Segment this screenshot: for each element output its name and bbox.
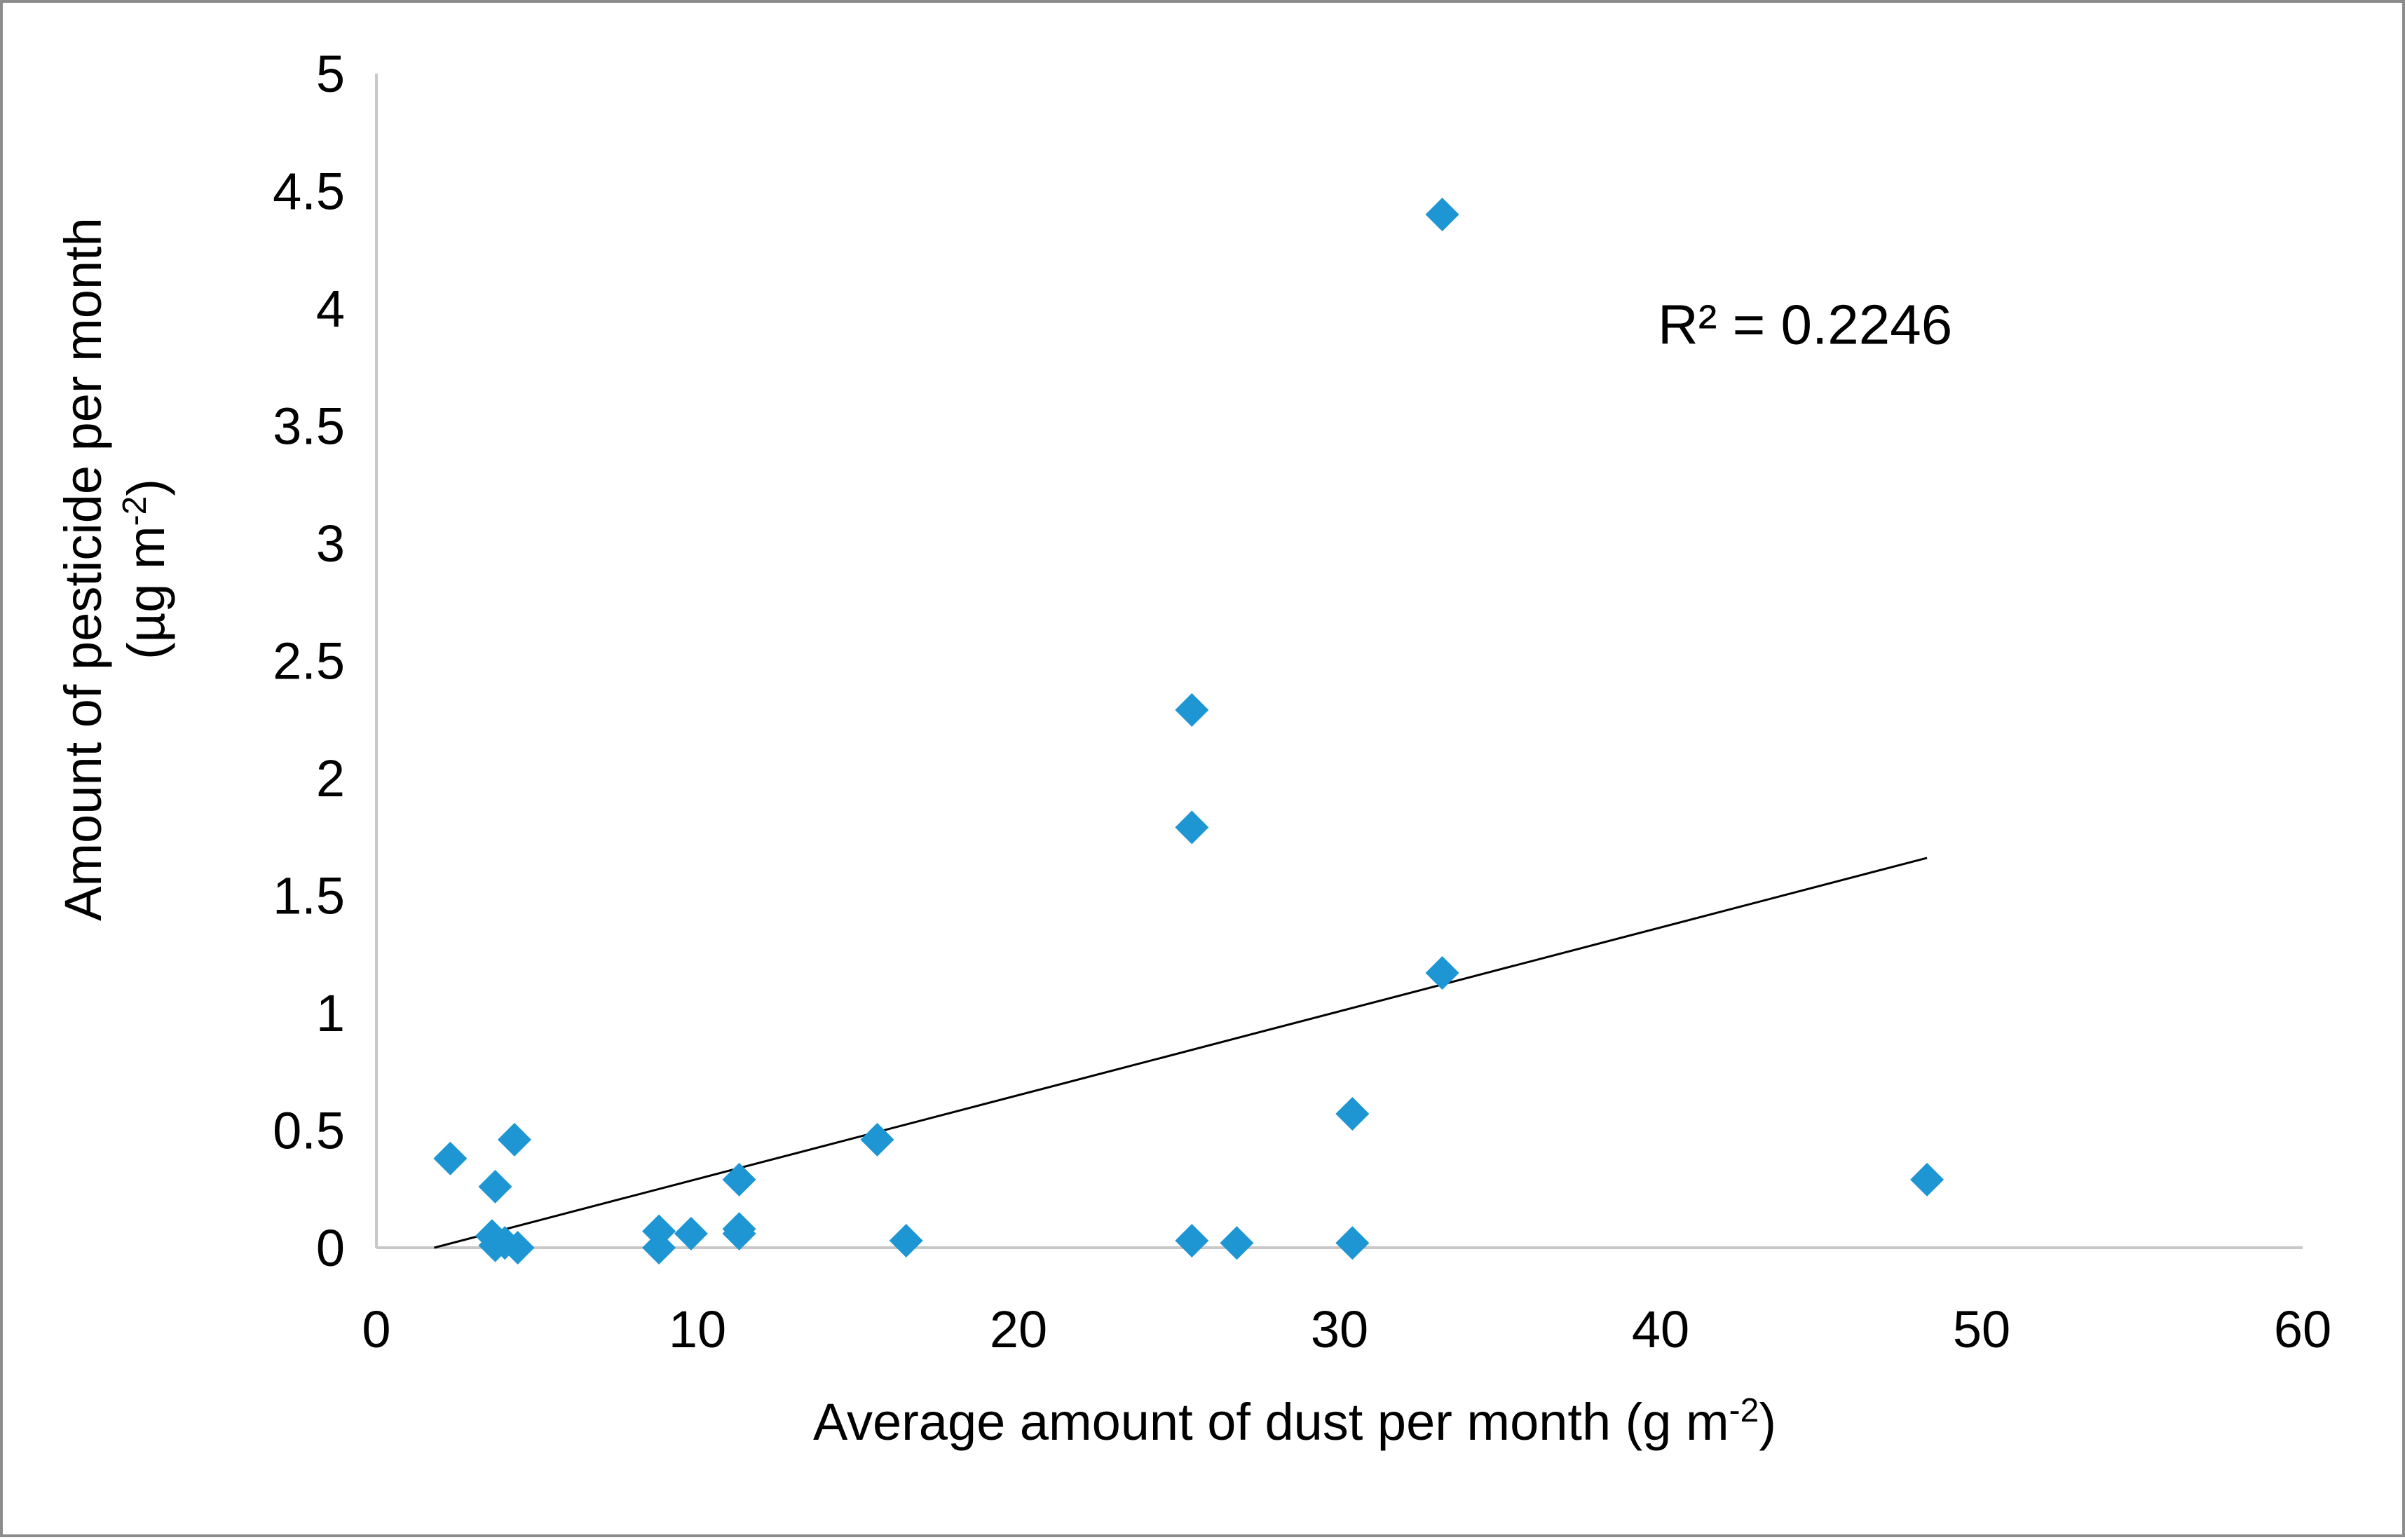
data-point-marker: [860, 1122, 894, 1157]
data-point-marker: [1175, 693, 1209, 727]
data-point-marker: [722, 1216, 756, 1251]
trendline-layer: [434, 857, 1928, 1249]
data-point-marker: [1335, 1097, 1370, 1131]
y-axis-title-group: Amount of pesticide per month (µg m-2): [54, 217, 175, 921]
x-axis-title: Average amount of dust per month (g m-2): [813, 1392, 1776, 1452]
data-point-marker: [1425, 198, 1459, 231]
x-tick-label: 50: [1953, 1300, 2010, 1358]
scatter-chart: 0 0.5 1 1.5 2 2.5 3 3.5 4 4.5 5 0 10 20 30 40 50 60 R² =…: [54, 45, 2331, 1452]
data-point-marker: [1175, 1223, 1209, 1258]
x-tick-label: 30: [1311, 1300, 1368, 1358]
y-tick-label: 0.5: [273, 1102, 345, 1160]
y-tick-label: 5: [316, 45, 345, 103]
x-tick-label: 0: [362, 1300, 390, 1358]
y-tick-label: 1.5: [273, 867, 345, 925]
data-point-marker: [1175, 810, 1209, 845]
x-tick-labels: 0 10 20 30 40 50 60: [362, 1300, 2331, 1358]
y-tick-label: 3: [316, 515, 345, 573]
data-point-marker: [642, 1231, 676, 1265]
x-tick-label: 10: [669, 1300, 726, 1358]
data-point-marker: [1910, 1162, 1944, 1197]
y-tick-label: 4: [316, 280, 345, 338]
data-point-marker: [497, 1122, 531, 1157]
y-tick-labels: 0 0.5 1 1.5 2 2.5 3 3.5 4 4.5 5: [273, 45, 345, 1277]
x-tick-label: 20: [990, 1300, 1047, 1358]
y-axis-title-unit: (µg m: [117, 526, 175, 660]
x-axis-title-text: Average amount of dust per month (g m: [813, 1393, 1729, 1451]
y-axis-title-line1: Amount of pesticide per month: [54, 217, 112, 921]
y-axis-title-superscript: -2: [116, 496, 154, 526]
y-tick-label: 3.5: [273, 397, 345, 456]
y-tick-label: 1: [316, 984, 345, 1042]
data-point-marker: [500, 1231, 535, 1265]
data-point-marker: [1335, 1226, 1370, 1260]
y-tick-label: 2.5: [273, 632, 345, 690]
x-tick-label: 60: [2274, 1300, 2331, 1358]
r-squared-annotation: R² = 0.2246: [1658, 293, 1952, 355]
y-axis-title-line2: (µg m-2): [116, 479, 176, 660]
data-point-marker: [478, 1169, 512, 1204]
x-tick-label: 40: [1632, 1300, 1689, 1358]
annotations: R² = 0.2246: [1658, 293, 1952, 355]
y-axis-title-close: ): [117, 479, 175, 496]
y-tick-label: 2: [316, 749, 345, 808]
data-point-marker: [722, 1162, 756, 1197]
y-tick-label: 4.5: [273, 163, 345, 221]
data-points: [433, 198, 1944, 1265]
data-point-marker: [1220, 1226, 1254, 1260]
data-point-marker: [1425, 956, 1459, 990]
y-tick-label: 0: [316, 1219, 345, 1277]
x-axis-title-superscript: -2: [1729, 1392, 1759, 1429]
x-axis-title-close: ): [1759, 1393, 1776, 1451]
trendline: [434, 857, 1928, 1249]
data-point-marker: [889, 1223, 923, 1258]
axes-group: [375, 74, 2303, 1249]
data-point-marker: [433, 1141, 468, 1176]
data-point-marker: [674, 1216, 708, 1251]
